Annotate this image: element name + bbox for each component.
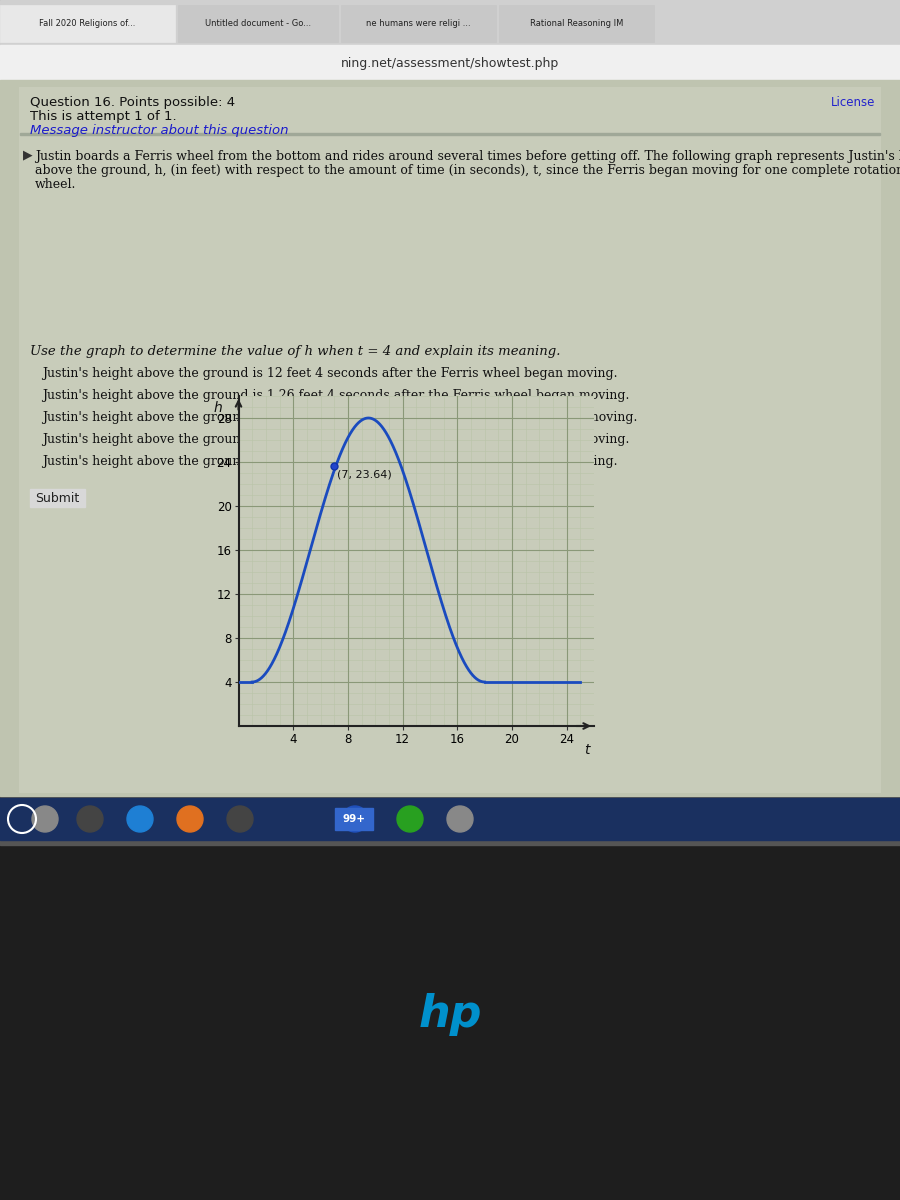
Bar [0,798,900,840]
Text: Submit: Submit [35,492,79,504]
Text: hp: hp [418,994,482,1037]
Circle shape [447,806,473,832]
Bar [0,830,900,1200]
Bar [335,808,373,830]
Text: ne humans were religi ...: ne humans were religi ... [366,19,471,29]
Text: Untitled document - Go...: Untitled document - Go... [205,19,311,29]
Bar [0,44,900,80]
Text: t: t [584,743,590,757]
Bar [0,0,900,44]
Text: ning.net/assessment/showtest.php: ning.net/assessment/showtest.php [341,56,559,70]
Bar [0,5,175,42]
Text: Justin's height above the ground is 4 feet 1.26 seconds after the Ferris wheel b: Justin's height above the ground is 4 fe… [42,433,629,446]
Text: Fall 2020 Religions of...: Fall 2020 Religions of... [40,19,136,29]
Bar [20,133,880,134]
Text: Justin boards a Ferris wheel from the bottom and rides around several times befo: Justin boards a Ferris wheel from the bo… [35,150,900,163]
Circle shape [177,806,203,832]
Bar [341,5,496,42]
Bar [0,838,900,845]
Text: This is attempt 1 of 1.: This is attempt 1 of 1. [30,110,176,122]
Text: (7, 23.64): (7, 23.64) [337,469,392,479]
Bar [20,88,880,792]
Text: ▶: ▶ [23,148,32,161]
Text: h: h [213,402,222,415]
Circle shape [397,806,423,832]
Text: Message instructor about this question: Message instructor about this question [30,124,289,137]
Circle shape [77,806,103,832]
Bar [0,80,900,796]
Text: Use the graph to determine the value of h when t = 4 and explain its meaning.: Use the graph to determine the value of … [30,346,561,358]
Text: wheel.: wheel. [35,178,76,191]
Text: Justin's height above the ground is 23.64 feet 4 seconds after the Ferris wheel : Justin's height above the ground is 23.6… [42,410,637,424]
Bar [30,490,85,506]
Bar [499,5,654,42]
Text: 99+: 99+ [343,814,365,824]
Bar [178,5,338,42]
Bar [20,88,880,132]
Circle shape [32,806,58,832]
Text: Justin's height above the ground is 1.26 feet 4 seconds after the Ferris wheel b: Justin's height above the ground is 1.26… [42,389,629,402]
Text: License: License [831,96,875,109]
Circle shape [127,806,153,832]
Circle shape [342,806,368,832]
Text: Rational Reasoning IM: Rational Reasoning IM [530,19,623,29]
Text: above the ground, h, (in feet) with respect to the amount of time (in seconds), : above the ground, h, (in feet) with resp… [35,164,900,176]
Text: Question 16. Points possible: 4: Question 16. Points possible: 4 [30,96,235,109]
Text: Justin's height above the ground is 12 feet 4 seconds after the Ferris wheel beg: Justin's height above the ground is 12 f… [42,367,617,380]
Bar [0,0,900,840]
Circle shape [227,806,253,832]
Text: Justin's height above the ground is 4 feet 12 seconds after the Ferris wheel beg: Justin's height above the ground is 4 fe… [42,455,617,468]
